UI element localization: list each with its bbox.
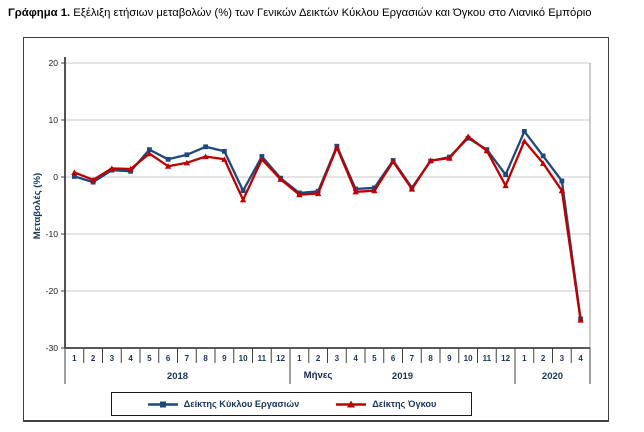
triangle-marker-icon xyxy=(483,147,491,154)
month-label: 8 xyxy=(203,354,208,363)
month-label: 7 xyxy=(185,354,190,363)
triangle-marker-icon xyxy=(296,191,303,198)
triangle-marker-icon xyxy=(71,169,78,176)
triangle-marker-icon xyxy=(202,153,209,160)
month-label: 2 xyxy=(541,354,546,363)
ytick-label: -20 xyxy=(46,286,59,296)
month-label: 6 xyxy=(166,354,171,363)
month-label: 12 xyxy=(276,354,285,363)
square-marker-icon xyxy=(503,172,509,178)
volume-legend-swatch xyxy=(336,400,367,407)
square-marker-icon xyxy=(521,129,527,134)
triangle-marker-icon xyxy=(258,156,266,162)
triangle-marker-icon xyxy=(539,160,547,166)
month-label: 1 xyxy=(522,354,527,363)
square-marker-icon xyxy=(71,174,77,179)
year-label: 2019 xyxy=(392,371,413,382)
triangle-marker-icon xyxy=(164,163,172,169)
month-label: 4 xyxy=(128,354,133,363)
month-label: 3 xyxy=(335,354,340,363)
triangle-marker-icon xyxy=(239,196,247,203)
month-label: 4 xyxy=(578,354,583,363)
square-marker-icon xyxy=(559,178,565,184)
legend-label-volume: Δείκτης Όγκου xyxy=(372,399,437,409)
figure-number: Γράφημα 1. xyxy=(8,7,71,19)
month-label: 12 xyxy=(501,354,510,363)
triangle-marker-icon xyxy=(127,166,134,172)
triangle-marker-icon xyxy=(183,159,191,166)
square-marker-icon xyxy=(203,144,209,150)
triangle-marker-icon xyxy=(446,155,453,161)
year-label: 2020 xyxy=(542,371,563,382)
triangle-marker-icon xyxy=(371,187,378,194)
month-label: 11 xyxy=(258,354,267,363)
ytick-label: 0 xyxy=(53,172,58,182)
triangle-marker-icon xyxy=(352,188,359,195)
month-label: 9 xyxy=(222,354,227,363)
ytick-label: -10 xyxy=(46,229,59,239)
triangle-marker-icon xyxy=(389,158,397,165)
month-label: 3 xyxy=(560,354,565,363)
month-label: 2 xyxy=(91,354,96,363)
legend-item-turnover: Δείκτης Κύκλου Εργασιών xyxy=(147,399,300,409)
square-marker-icon xyxy=(540,153,546,159)
triangle-marker-icon xyxy=(277,176,284,182)
month-label: 3 xyxy=(110,354,115,363)
month-label: 5 xyxy=(147,354,152,363)
month-label: 7 xyxy=(410,354,415,363)
month-label: 11 xyxy=(483,354,492,363)
triangle-marker-icon xyxy=(502,182,509,189)
legend-label-turnover: Δείκτης Κύκλου Εργασιών xyxy=(183,399,300,409)
month-label: 6 xyxy=(391,354,396,363)
triangle-marker-icon xyxy=(427,157,434,164)
chart-frame xyxy=(23,37,609,422)
square-marker-icon xyxy=(146,147,152,153)
square-marker-icon xyxy=(221,148,227,154)
square-marker-icon xyxy=(240,188,246,194)
triangle-marker-icon xyxy=(89,176,97,183)
y-axis-title: Μεταβολές (%) xyxy=(32,173,43,239)
month-label: 2 xyxy=(316,354,321,363)
triangle-marker-icon xyxy=(108,165,116,172)
ytick-label: 10 xyxy=(48,115,58,125)
triangle-marker-icon xyxy=(408,185,416,192)
month-label: 5 xyxy=(372,354,377,363)
square-marker-icon xyxy=(165,156,171,162)
triangle-marker-icon xyxy=(464,133,472,140)
month-label: 4 xyxy=(353,354,358,363)
figure-title-text: Εξέλιξη ετήσιων μεταβολών (%) των Γενικώ… xyxy=(70,7,592,19)
triangle-marker-icon xyxy=(314,190,322,197)
triangle-marker-icon xyxy=(521,138,528,144)
square-marker-icon xyxy=(184,152,190,158)
month-label: 9 xyxy=(447,354,452,363)
triangle-marker-icon xyxy=(333,144,341,150)
month-label: 10 xyxy=(239,354,248,363)
triangle-marker-icon xyxy=(221,156,228,162)
year-label: 2018 xyxy=(167,371,188,382)
month-label: 1 xyxy=(297,354,302,363)
turnover-legend-swatch xyxy=(147,401,178,407)
triangle-marker-icon xyxy=(558,187,566,194)
month-label: 8 xyxy=(428,354,433,363)
page-title: Γράφημα 1. Εξέλιξη ετήσιων μεταβολών (%)… xyxy=(8,7,638,19)
ytick-label: 20 xyxy=(48,58,58,68)
triangle-marker-icon xyxy=(347,400,356,407)
x-axis-title: Μήνες xyxy=(304,370,333,381)
triangle-marker-icon xyxy=(146,150,153,157)
month-label: 10 xyxy=(464,354,473,363)
month-label: 1 xyxy=(72,354,77,363)
volume-series-line xyxy=(73,135,582,321)
triangle-marker-icon xyxy=(577,317,584,323)
legend-item-volume: Δείκτης Όγκου xyxy=(335,399,436,409)
ytick-label: -30 xyxy=(46,343,59,353)
legend: Δείκτης Κύκλου Εργασιών Δείκτης Όγκου xyxy=(111,392,472,416)
square-marker-icon xyxy=(159,401,166,407)
